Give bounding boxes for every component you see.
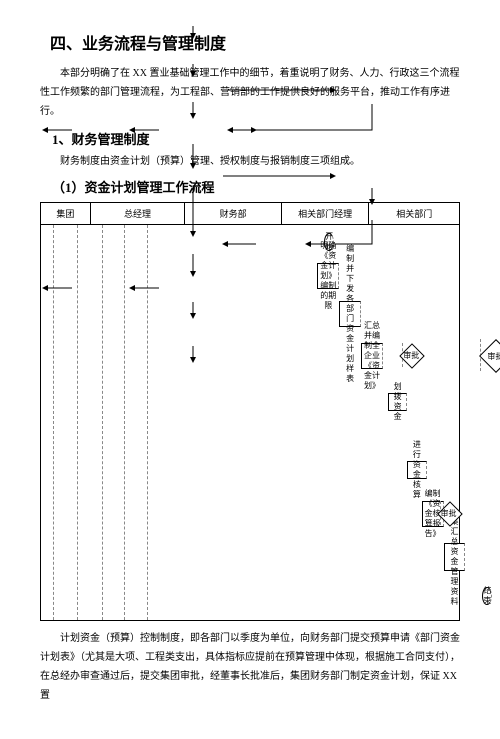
node-b7: 收集汇总资金管理资料: [444, 543, 466, 571]
node-b2: 编制并下发各部门资金计划样表: [339, 301, 361, 327]
section-title: 四、业务流程与管理制度: [50, 30, 460, 54]
node-b1: 明确《资金计划》编制的期限: [317, 263, 339, 289]
lane-finance: [78, 225, 103, 620]
lane-dept: [125, 225, 148, 620]
intro-paragraph: 本部分明确了在 XX 置业基础管理工作中的细节，着重说明了财务、人力、行政这三个…: [40, 64, 460, 121]
lane-header-group: 集团: [41, 203, 91, 224]
lane-group: [41, 225, 54, 620]
lane-header-dept: 相关部门: [369, 203, 459, 224]
flowchart-container: 集团 总经理 财务部 相关部门经理 相关部门: [40, 202, 460, 621]
node-d2: 审批: [466, 339, 481, 371]
subsection-1: 1、财务管理制度: [52, 129, 460, 148]
node-b5: 进行资金核算: [407, 461, 426, 479]
lane-dept-mgr: [103, 225, 125, 620]
node-d1: 审批: [394, 343, 403, 367]
node-b3: 汇总并编制全企业《资金计划》: [361, 343, 383, 369]
subsection-1-text: 财务制度由资金计划（预算）管理、授权制度与报销制度三项组成。: [40, 152, 460, 171]
swimlane-body: 开始 明确《资金计划》编制的期限 编制并下发各部门资金计划样表 汇总并编制全企业…: [41, 225, 459, 620]
footer-paragraph: 计划资金（预算）控制制度，即各部门以季度为单位，向财务部门提交预算申请《部门资金…: [40, 629, 460, 705]
swimlane-header: 集团 总经理 财务部 相关部门经理 相关部门: [41, 203, 459, 225]
subsection-1-1: （1）资金计划管理工作流程: [52, 177, 460, 196]
lane-header-finance: 财务部: [185, 203, 282, 224]
lane-gm: [54, 225, 78, 620]
node-d4: 审批: [432, 501, 441, 525]
lane-header-dept-mgr: 相关部门经理: [282, 203, 370, 224]
node-b4: 划拨资金: [388, 393, 407, 411]
node-end: 结束: [482, 587, 492, 605]
lane-header-gm: 总经理: [91, 203, 186, 224]
